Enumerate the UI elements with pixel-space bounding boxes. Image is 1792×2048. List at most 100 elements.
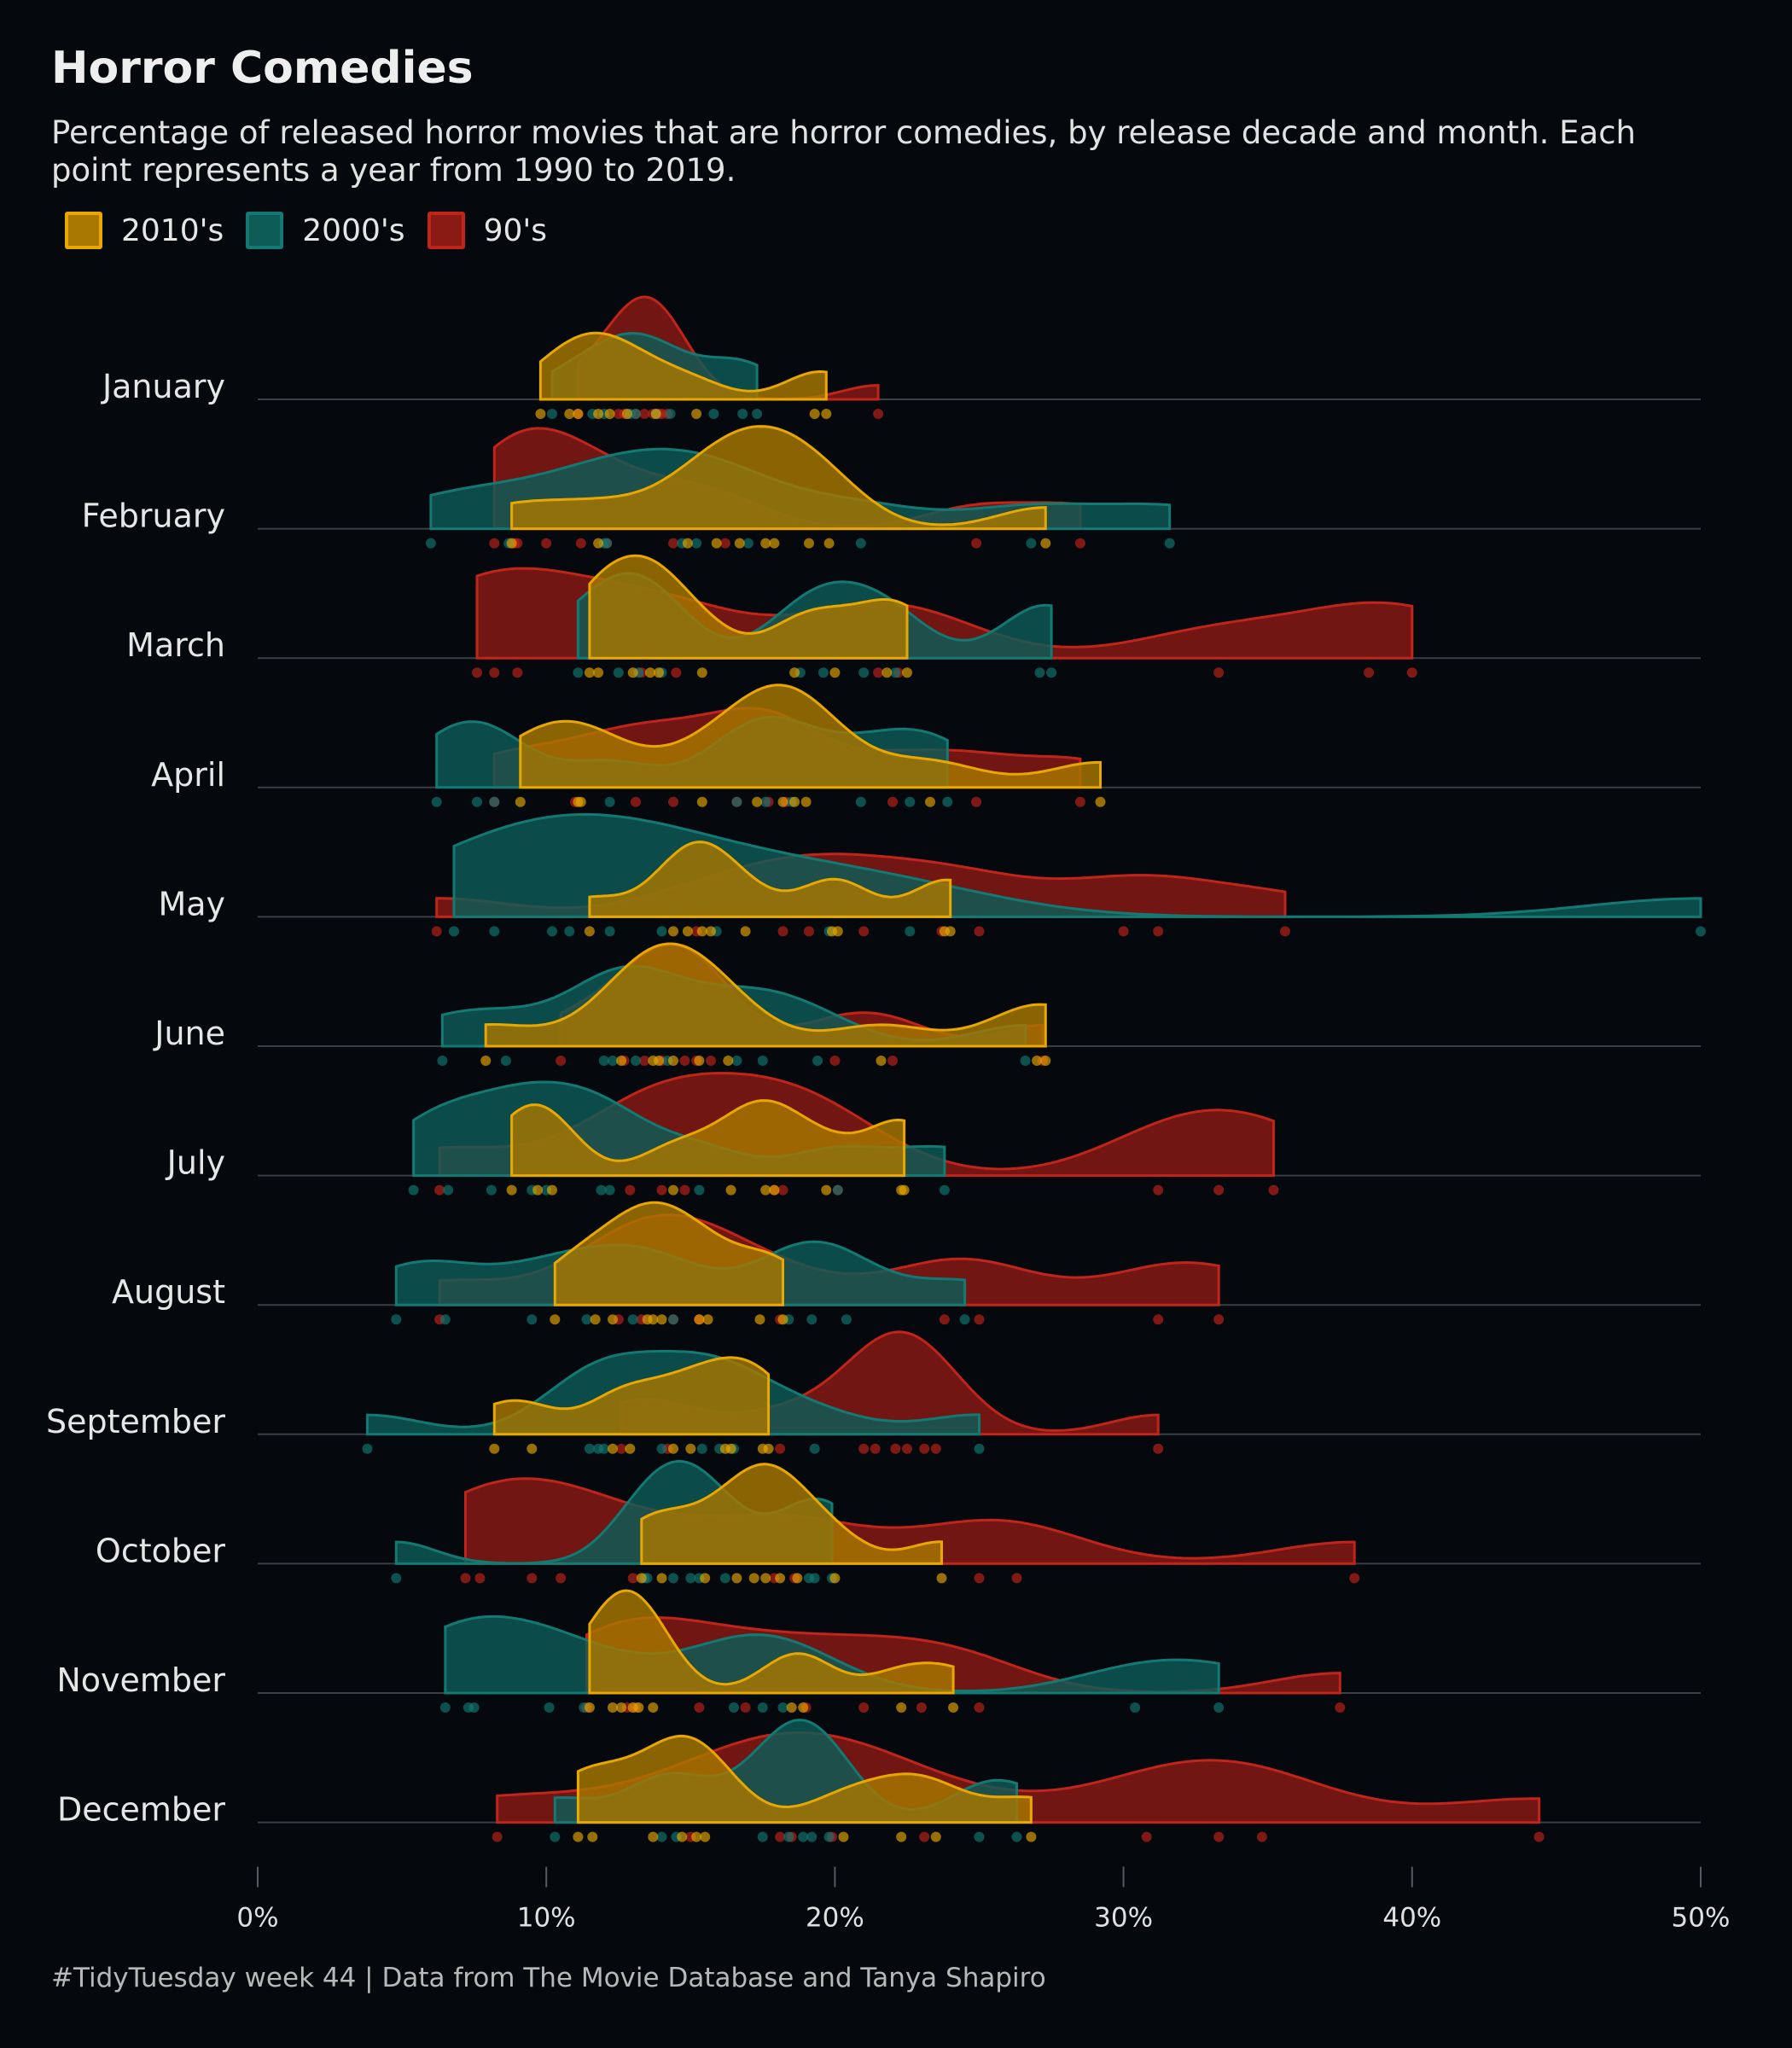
point-november-2000s [1130,1702,1141,1713]
point-august-2010s [694,1314,705,1325]
point-june-90s [829,1056,841,1066]
point-march-2010s [627,667,638,678]
point-june-2010s [480,1056,492,1066]
point-september-2010s [668,1443,678,1454]
point-april-2010s [573,796,584,807]
point-august-90s [939,1314,950,1325]
ridge-january-2010s [538,331,828,401]
legend-item-2000s[interactable]: 2000's [246,212,405,249]
point-october-2010s [936,1573,947,1584]
point-march-2010s [584,667,595,678]
point-september-90s [858,1443,870,1454]
point-august-90s [1213,1314,1225,1325]
legend-item-2010s[interactable]: 2010's [65,212,224,249]
point-february-2000s [855,538,866,549]
ridge-march-2010s [588,554,909,660]
point-september-2000s [974,1443,985,1454]
point-december-90s [1213,1831,1225,1842]
point-january-2010s [535,409,546,419]
point-january-90s [639,409,650,419]
point-december-2010s [700,1831,711,1842]
point-december-90s [492,1831,503,1842]
point-october-2000s [809,1573,820,1584]
point-january-2010s [809,409,820,419]
point-june-90s [679,1056,690,1066]
point-april-2000s [942,796,953,807]
point-june-90s [639,1056,650,1066]
point-february-2000s [1026,538,1037,549]
point-july-2010s [821,1184,832,1196]
x-tick-label: 30% [1094,1903,1153,1934]
legend: 2010's 2000's 90's [65,212,569,249]
point-july-2000s [443,1184,454,1196]
point-december-2010s [896,1831,907,1842]
point-february-2010s [711,538,722,549]
point-january-2010s [564,409,575,419]
point-april-2000s [489,796,500,807]
point-november-2000s [439,1702,451,1713]
point-december-2010s [587,1831,598,1842]
point-august-2000s [841,1314,852,1325]
point-december-2000s [798,1831,809,1842]
point-april-2000s [604,796,615,807]
point-march-2010s [654,667,665,678]
point-august-2000s [439,1314,451,1325]
point-december-2010s [838,1831,849,1842]
point-september-2000s [598,1443,609,1454]
month-label-august: August [112,1273,225,1311]
point-june-2000s [757,1056,768,1066]
point-september-2000s [656,1443,667,1454]
point-september-90s [930,1443,941,1454]
point-may-2010s [740,926,751,937]
point-march-2010s [593,667,604,678]
point-may-90s [1153,926,1164,937]
point-june-90s [706,1056,716,1066]
point-may-2010s [696,926,707,937]
point-february-2000s [425,538,436,549]
point-january-2000s [752,409,763,419]
point-march-90s [1364,667,1375,678]
point-january-2000s [737,409,748,419]
point-february-90s [719,538,730,549]
x-tick-label: 20% [806,1903,864,1934]
point-august-2010s [754,1314,765,1325]
point-february-2010s [769,538,780,549]
point-february-2010s [682,538,693,549]
point-july-2010s [532,1184,544,1196]
point-march-2010s [645,667,655,678]
point-march-2010s [829,667,841,678]
point-may-2010s [584,926,595,937]
point-september-2000s [809,1443,820,1454]
point-july-2010s [899,1184,910,1196]
month-label-february: February [82,497,225,535]
point-august-2000s [527,1314,538,1325]
point-december-2000s [1011,1831,1022,1842]
point-february-90s [541,538,552,549]
point-november-2010s [608,1702,618,1713]
point-january-2010s [573,409,584,419]
point-february-2000s [691,538,702,549]
point-october-2010s [731,1573,742,1584]
point-april-90s [971,796,982,807]
point-june-90s [556,1056,567,1066]
point-december-2000s [656,1831,667,1842]
point-december-2000s [806,1831,817,1842]
legend-label-2000s: 2000's [302,212,405,248]
point-december-2010s [930,1831,941,1842]
legend-label-90s: 90's [483,212,548,248]
point-august-2000s [391,1314,402,1325]
point-august-2000s [627,1314,638,1325]
point-february-2000s [742,538,753,549]
point-march-2010s [789,667,800,678]
point-april-2000s [855,796,866,807]
legend-item-90s[interactable]: 90's [427,212,548,249]
ridge-june-2010s [484,942,1047,1048]
point-september-2010s [763,1443,774,1454]
chart-title: Horror Comedies [51,43,474,94]
point-april-2000s [905,796,916,807]
point-february-2010s [506,538,517,549]
point-september-2010s [625,1443,636,1454]
point-july-2010s [506,1184,517,1196]
point-may-2000s [656,926,667,937]
point-april-2010s [515,796,526,807]
